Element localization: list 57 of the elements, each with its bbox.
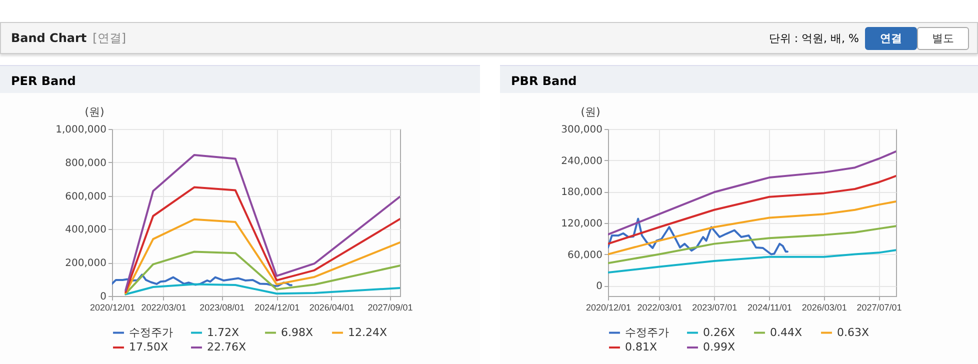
- y-tick-label: 0: [596, 281, 602, 292]
- line-series: [124, 250, 400, 295]
- y-axis-title: (원): [84, 106, 104, 118]
- x-tick-label: 2023/08/01: [200, 302, 245, 312]
- legend-label: 12.24X: [348, 326, 388, 339]
- text: 단위 : 억원, 배, %: [768, 31, 859, 46]
- y-tick-label: 180,000: [561, 187, 602, 198]
- x-tick-label: 2022/03/01: [637, 302, 682, 312]
- chart-title: PER Band: [0, 65, 480, 93]
- line-series: [608, 150, 896, 236]
- chart-title: PBR Band: [500, 65, 978, 93]
- y-tick-label: 240,000: [561, 156, 602, 167]
- y-tick-label: 60,000: [568, 250, 602, 261]
- legend-label: 0.44X: [770, 326, 802, 339]
- y-tick-label: 0: [100, 292, 106, 302]
- line-series: [124, 218, 400, 294]
- x-tick-label: 2027/07/01: [856, 302, 902, 312]
- x-tick-label: 2020/12/01: [90, 302, 136, 312]
- line-series: [124, 154, 400, 292]
- legend-label: 0.63X: [837, 326, 870, 339]
- line-series: [608, 200, 896, 256]
- legend-label: 1.72X: [207, 326, 240, 339]
- line-series: [608, 174, 896, 245]
- text: [연결]: [92, 31, 126, 45]
- legend-label: 17.50X: [129, 340, 168, 354]
- y-tick-label: 800,000: [65, 158, 106, 169]
- legend-label: 수정주가: [129, 326, 173, 339]
- line-series: [608, 218, 788, 256]
- text: Band Chart: [11, 31, 87, 45]
- x-tick-label: 2026/04/01: [309, 302, 354, 312]
- legend-label: 0.26X: [703, 326, 736, 339]
- line-series: [608, 225, 896, 264]
- line-series: [608, 249, 896, 274]
- x-tick-label: 2026/03/01: [802, 302, 847, 312]
- line-series: [124, 186, 400, 293]
- y-axis-title: (원): [580, 106, 600, 118]
- line-series: [124, 283, 400, 296]
- y-tick-label: 120,000: [561, 218, 602, 230]
- x-tick-label: 2024/11/01: [748, 302, 792, 312]
- x-tick-label: 2024/12/01: [254, 302, 300, 312]
- legend-label: 0.99X: [703, 340, 736, 354]
- x-tick-label: 2027/09/01: [368, 302, 413, 312]
- y-tick-label: 1,000,000: [56, 124, 106, 136]
- x-tick-label: 2020/12/01: [586, 302, 632, 312]
- y-tick-label: 400,000: [65, 224, 106, 236]
- y-tick-label: 300,000: [561, 124, 602, 136]
- line-series: [112, 274, 292, 287]
- legend-label: 6.98X: [281, 326, 314, 339]
- x-tick-label: 2022/03/01: [141, 302, 186, 312]
- legend-label: 0.81X: [625, 340, 658, 354]
- legend-label: 수정주가: [625, 326, 669, 339]
- text: 연결: [865, 27, 917, 50]
- y-tick-label: 600,000: [65, 191, 106, 202]
- y-tick-label: 200,000: [65, 258, 106, 270]
- x-tick-label: 2023/07/01: [692, 302, 738, 312]
- text: 별도: [917, 27, 969, 50]
- legend-label: 22.76X: [207, 340, 246, 354]
